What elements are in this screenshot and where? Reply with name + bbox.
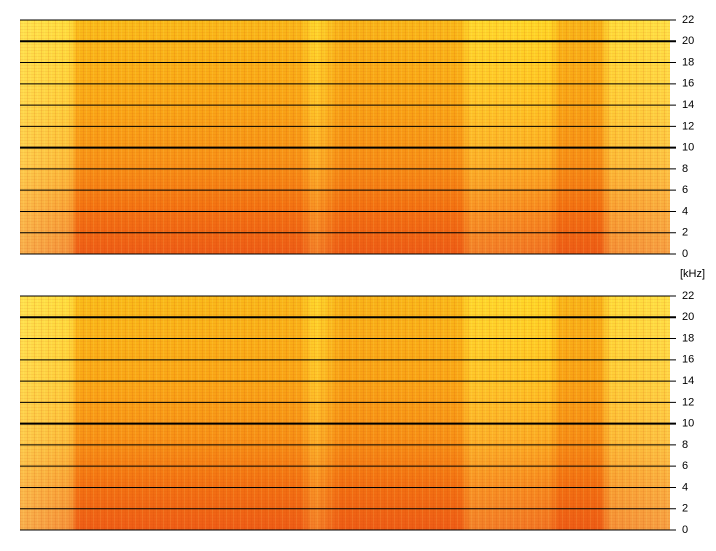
y-tick-label: 16 <box>682 354 694 366</box>
y-tick-label: 8 <box>682 163 688 175</box>
y-tick-label: 20 <box>682 35 694 47</box>
y-tick-label: 8 <box>682 439 688 451</box>
y-tick-label: 12 <box>682 396 694 408</box>
y-tick-label: 4 <box>682 205 688 217</box>
y-tick-label: 14 <box>682 375 694 387</box>
y-tick-label: 6 <box>682 184 688 196</box>
y-tick-label: 22 <box>682 14 694 26</box>
y-tick-label: 20 <box>682 311 694 323</box>
y-tick-label: 12 <box>682 120 694 132</box>
y-tick-label: 10 <box>682 418 694 430</box>
y-tick-label: 18 <box>682 332 694 344</box>
y-tick-label: 14 <box>682 99 694 111</box>
y-tick-label: 22 <box>682 290 694 302</box>
y-tick-label: 0 <box>682 524 688 536</box>
spectrogram-channel-1 <box>20 20 670 254</box>
y-tick-label: 10 <box>682 142 694 154</box>
y-tick-label: 0 <box>682 248 688 260</box>
y-tick-label: 16 <box>682 78 694 90</box>
y-axis-label: [kHz] <box>680 268 705 280</box>
y-tick-label: 6 <box>682 460 688 472</box>
spectrogram-channel-2 <box>20 296 670 530</box>
y-tick-label: 4 <box>682 481 688 493</box>
y-tick-label: 18 <box>682 56 694 68</box>
y-tick-label: 2 <box>682 227 688 239</box>
y-tick-label: 2 <box>682 503 688 515</box>
